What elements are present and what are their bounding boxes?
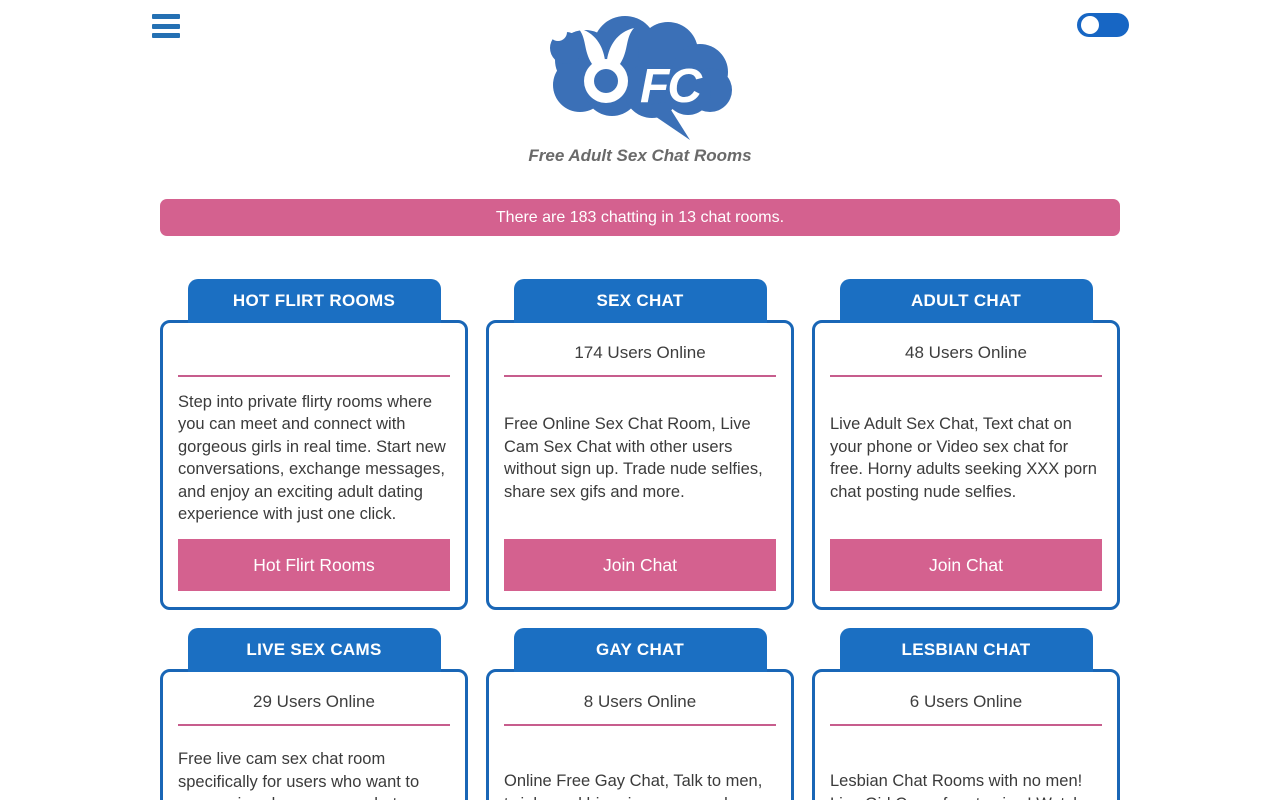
card-description-wrap: Free Online Sex Chat Room, Live Cam Sex … xyxy=(504,377,776,539)
card-description: Lesbian Chat Rooms with no men! Live Gir… xyxy=(830,772,1083,800)
card-description: Free Online Sex Chat Room, Live Cam Sex … xyxy=(504,415,763,501)
card-description-wrap: Online Free Gay Chat, Talk to men, twink… xyxy=(504,726,776,800)
site-tagline: Free Adult Sex Chat Rooms xyxy=(528,146,752,165)
hamburger-bar xyxy=(152,33,180,38)
card-title-tab: ADULT CHAT xyxy=(839,279,1093,323)
hot-flirt-rooms-button[interactable]: Hot Flirt Rooms xyxy=(178,539,450,591)
logo-fc-letters: FC xyxy=(640,60,703,113)
card-body: 29 Users Online Free live cam sex chat r… xyxy=(160,669,468,800)
ofc-logo-icon: FC xyxy=(549,16,732,140)
users-online-count: 8 Users Online xyxy=(583,692,697,711)
divider xyxy=(504,724,776,726)
card-gay-chat: GAY CHAT 8 Users Online Online Free Gay … xyxy=(486,628,794,800)
hamburger-menu-icon[interactable] xyxy=(152,14,180,38)
card-body: 8 Users Online Online Free Gay Chat, Tal… xyxy=(486,669,794,800)
users-online-count: 6 Users Online xyxy=(909,692,1023,711)
card-live-sex-cams: LIVE SEX CAMS 29 Users Online Free live … xyxy=(160,628,468,800)
card-body: 174 Users Online Free Online Sex Chat Ro… xyxy=(486,320,794,610)
hamburger-bar xyxy=(152,14,180,19)
card-title-tab: LESBIAN CHAT xyxy=(839,628,1093,672)
users-online-count: 174 Users Online xyxy=(574,343,706,362)
card-description-wrap: Lesbian Chat Rooms with no men! Live Gir… xyxy=(830,726,1102,800)
card-body: 6 Users Online Lesbian Chat Rooms with n… xyxy=(812,669,1120,800)
card-sex-chat: SEX CHAT 174 Users Online Free Online Se… xyxy=(486,279,794,610)
card-lesbian-chat: LESBIAN CHAT 6 Users Online Lesbian Chat… xyxy=(812,628,1120,800)
card-title-tab: GAY CHAT xyxy=(513,628,767,672)
card-description: Live Adult Sex Chat, Text chat on your p… xyxy=(830,415,1097,501)
card-body: 48 Users Online Live Adult Sex Chat, Tex… xyxy=(812,320,1120,610)
users-online-count xyxy=(178,343,450,367)
card-title-tab: SEX CHAT xyxy=(513,279,767,323)
theme-toggle[interactable] xyxy=(1077,13,1129,37)
card-description: Online Free Gay Chat, Talk to men, twink… xyxy=(504,772,763,800)
status-banner: There are 183 chatting in 13 chat rooms. xyxy=(160,199,1120,236)
card-description-wrap: Step into private flirty rooms where you… xyxy=(178,377,450,539)
divider xyxy=(178,724,450,726)
divider xyxy=(178,375,450,377)
divider xyxy=(830,375,1102,377)
card-description: Free live cam sex chat room specifically… xyxy=(178,750,420,800)
join-chat-button[interactable]: Join Chat xyxy=(504,539,776,591)
users-online-count: 48 Users Online xyxy=(905,343,1027,362)
card-adult-chat: ADULT CHAT 48 Users Online Live Adult Se… xyxy=(812,279,1120,610)
card-description-wrap: Live Adult Sex Chat, Text chat on your p… xyxy=(830,377,1102,539)
card-body: Step into private flirty rooms where you… xyxy=(160,320,468,610)
hamburger-bar xyxy=(152,23,180,29)
card-title-tab: HOT FLIRT ROOMS xyxy=(187,279,441,323)
divider xyxy=(504,375,776,377)
card-description: Step into private flirty rooms where you… xyxy=(178,392,446,524)
toggle-knob-icon xyxy=(1081,16,1099,34)
card-hot-flirt-rooms: HOT FLIRT ROOMS Step into private flirty… xyxy=(160,279,468,610)
card-description-wrap: Free live cam sex chat room specifically… xyxy=(178,726,450,800)
users-online-count: 29 Users Online xyxy=(253,692,375,711)
site-logo[interactable]: FC xyxy=(540,13,750,143)
join-chat-button[interactable]: Join Chat xyxy=(830,539,1102,591)
card-title-tab: LIVE SEX CAMS xyxy=(187,628,441,672)
chat-rooms-grid: HOT FLIRT ROOMS Step into private flirty… xyxy=(160,279,1120,800)
divider xyxy=(830,724,1102,726)
